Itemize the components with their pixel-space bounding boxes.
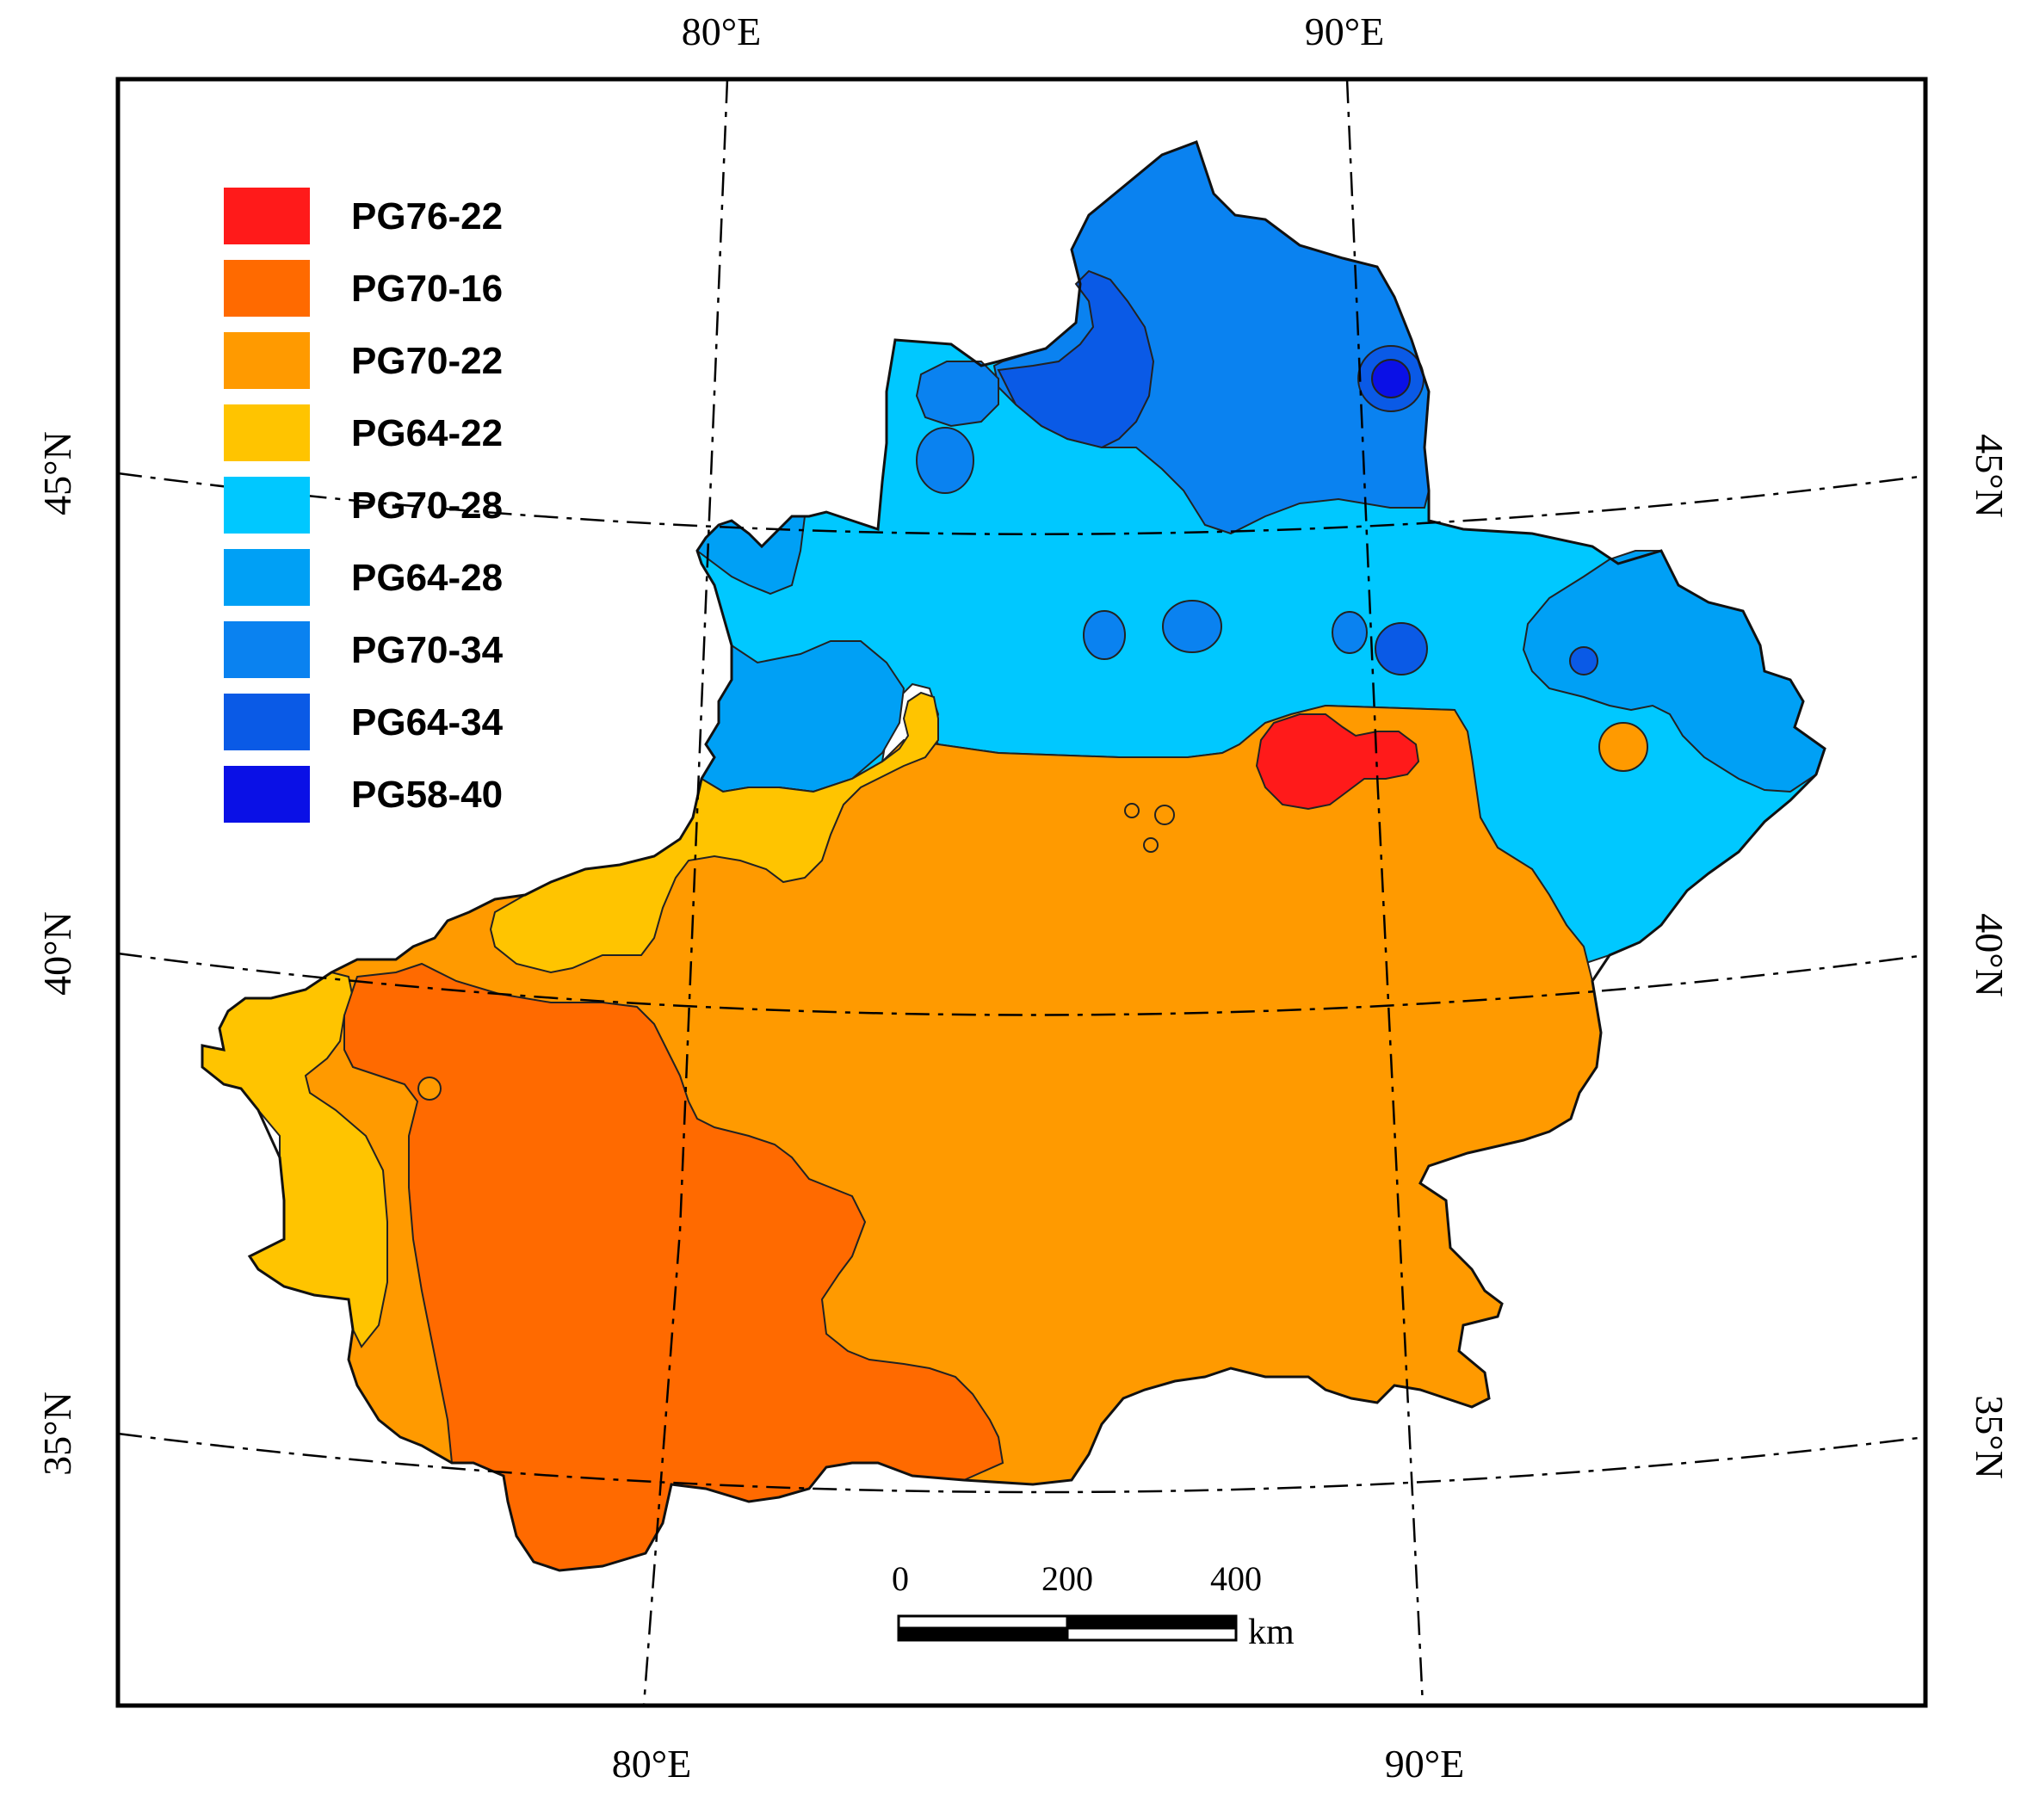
label-right-45n: 45°N bbox=[1968, 434, 2012, 518]
scale-bar-bottom-white-b bbox=[1066, 1626, 1238, 1642]
meridian-90e bbox=[1345, 78, 1425, 1706]
legend-label-pg70-28: PG70-28 bbox=[351, 484, 503, 527]
region-pg64-34-north bbox=[997, 269, 1155, 449]
label-bottom-80e: 80°E bbox=[612, 1742, 692, 1786]
legend-swatch-pg64-22 bbox=[224, 404, 310, 461]
legend-swatch-pg58-40 bbox=[224, 766, 310, 823]
scale-tick-0: 0 bbox=[892, 1559, 909, 1598]
region-pg64-34-blob-e bbox=[1569, 646, 1598, 676]
map-regions bbox=[201, 140, 1826, 1572]
label-right-40n: 40°N bbox=[1968, 913, 2012, 997]
region-pg70-22-dot-east bbox=[1598, 722, 1648, 772]
label-left-40n: 40°N bbox=[35, 911, 79, 996]
region-outline bbox=[201, 140, 1826, 1572]
region-pg58-40-center bbox=[1371, 359, 1411, 398]
legend-label-pg70-22: PG70-22 bbox=[351, 340, 503, 382]
region-dot-b bbox=[1154, 805, 1175, 825]
region-dot-c bbox=[1143, 837, 1159, 853]
parallel-45n bbox=[117, 472, 1926, 535]
legend-swatch-pg70-34 bbox=[224, 621, 310, 678]
legend-label-pg58-40: PG58-40 bbox=[351, 774, 503, 816]
legend-label-pg64-28: PG64-28 bbox=[351, 557, 503, 599]
legend-swatch-pg64-28 bbox=[224, 549, 310, 606]
region-pg70-34-blob-b bbox=[1162, 600, 1222, 653]
legend-label-pg64-34: PG64-34 bbox=[351, 701, 504, 743]
meridian-80e bbox=[642, 78, 729, 1706]
legend-swatch-pg70-28 bbox=[224, 477, 310, 534]
scale-bar-top-black-b bbox=[1066, 1614, 1238, 1630]
scale-bar-bottom-black-a bbox=[897, 1626, 1069, 1642]
label-left-45n: 45°N bbox=[35, 431, 79, 515]
parallel-40n bbox=[117, 952, 1926, 1016]
scale-unit: km bbox=[1248, 1613, 1295, 1652]
legend-swatch-pg64-34 bbox=[224, 694, 310, 750]
legend-label-pg70-34: PG70-34 bbox=[351, 629, 504, 671]
region-pg70-34-nw-blob bbox=[915, 361, 999, 428]
region-dot-a bbox=[1124, 803, 1140, 818]
legend-swatch-pg70-16 bbox=[224, 260, 310, 317]
scale-tick-400: 400 bbox=[1210, 1559, 1262, 1598]
legend-label-pg76-22: PG76-22 bbox=[351, 195, 503, 238]
label-top-80e: 80°E bbox=[682, 9, 762, 53]
label-top-90e: 90°E bbox=[1305, 9, 1385, 53]
legend-swatch-pg70-22 bbox=[224, 332, 310, 389]
legend: PG76-22 PG70-16 PG70-22 PG64-22 PG70-28 PG64-… bbox=[224, 188, 504, 823]
region-pg70-22-dot-sw bbox=[417, 1077, 442, 1101]
region-pg76-22-hotspot bbox=[1255, 713, 1420, 811]
legend-swatch-pg76-22 bbox=[224, 188, 310, 244]
scale-bar: 0 200 400 km bbox=[892, 1559, 1295, 1652]
region-pg70-34-blob-a bbox=[1083, 610, 1126, 660]
label-bottom-90e: 90°E bbox=[1385, 1742, 1465, 1786]
region-pg64-22-band bbox=[489, 691, 939, 974]
label-left-35n: 35°N bbox=[35, 1391, 79, 1476]
label-right-35n: 35°N bbox=[1968, 1395, 2012, 1479]
region-pg64-34-blob-d bbox=[1375, 622, 1428, 676]
scale-bar-top-white-a bbox=[897, 1614, 1069, 1630]
region-pg70-34-blob-c bbox=[1332, 611, 1368, 654]
legend-label-pg70-16: PG70-16 bbox=[351, 268, 503, 310]
region-pg70-34-nw-oval bbox=[916, 427, 974, 494]
graticule bbox=[117, 78, 1926, 1706]
legend-label-pg64-22: PG64-22 bbox=[351, 412, 503, 454]
scale-tick-200: 200 bbox=[1041, 1559, 1093, 1598]
axis-labels: 80°E 90°E 80°E 90°E 45°N 40°N 35°N 45°N … bbox=[35, 9, 2012, 1786]
parallel-35n bbox=[117, 1432, 1926, 1494]
